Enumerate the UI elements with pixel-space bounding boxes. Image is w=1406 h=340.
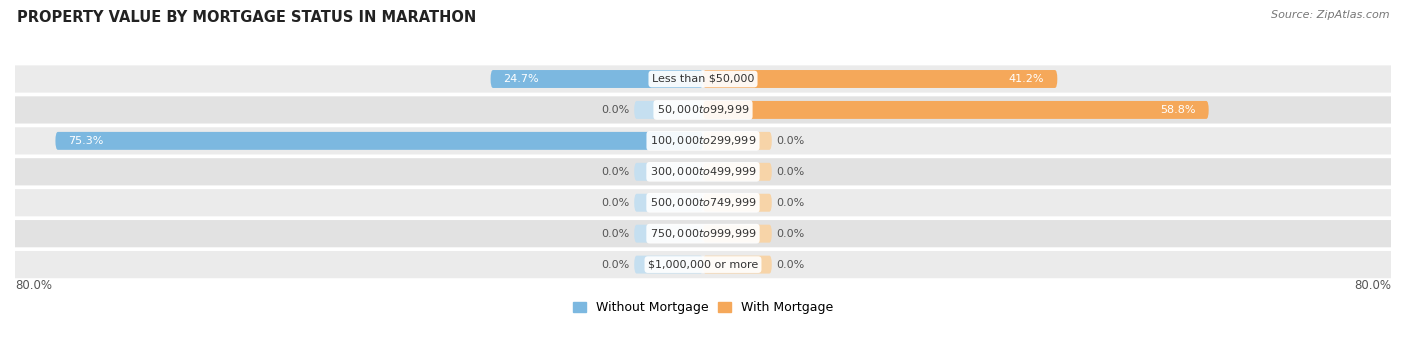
FancyBboxPatch shape [634,101,703,119]
FancyBboxPatch shape [703,101,1209,119]
FancyBboxPatch shape [11,158,1395,185]
FancyBboxPatch shape [703,132,772,150]
Text: 0.0%: 0.0% [602,198,630,208]
FancyBboxPatch shape [11,220,1395,247]
FancyBboxPatch shape [55,132,703,150]
Text: 80.0%: 80.0% [15,279,52,292]
FancyBboxPatch shape [703,70,1057,88]
FancyBboxPatch shape [634,256,703,274]
Text: 0.0%: 0.0% [776,167,804,177]
Text: 75.3%: 75.3% [69,136,104,146]
Text: Source: ZipAtlas.com: Source: ZipAtlas.com [1271,10,1389,20]
FancyBboxPatch shape [703,163,772,181]
FancyBboxPatch shape [703,256,772,274]
FancyBboxPatch shape [634,194,703,212]
FancyBboxPatch shape [11,251,1395,278]
FancyBboxPatch shape [703,194,772,212]
Text: 0.0%: 0.0% [602,229,630,239]
Text: Less than $50,000: Less than $50,000 [652,74,754,84]
FancyBboxPatch shape [11,96,1395,123]
Text: 0.0%: 0.0% [602,260,630,270]
Text: PROPERTY VALUE BY MORTGAGE STATUS IN MARATHON: PROPERTY VALUE BY MORTGAGE STATUS IN MAR… [17,10,477,25]
Text: 80.0%: 80.0% [1354,279,1391,292]
FancyBboxPatch shape [11,65,1395,92]
Text: 0.0%: 0.0% [776,260,804,270]
Text: 41.2%: 41.2% [1010,74,1045,84]
Text: $300,000 to $499,999: $300,000 to $499,999 [650,165,756,178]
Text: 0.0%: 0.0% [602,167,630,177]
Text: $50,000 to $99,999: $50,000 to $99,999 [657,103,749,116]
Text: 0.0%: 0.0% [602,105,630,115]
FancyBboxPatch shape [491,70,703,88]
Text: $750,000 to $999,999: $750,000 to $999,999 [650,227,756,240]
Text: 0.0%: 0.0% [776,229,804,239]
FancyBboxPatch shape [11,127,1395,154]
FancyBboxPatch shape [634,225,703,243]
Legend: Without Mortgage, With Mortgage: Without Mortgage, With Mortgage [574,301,832,314]
FancyBboxPatch shape [703,225,772,243]
Text: 58.8%: 58.8% [1160,105,1195,115]
Text: $1,000,000 or more: $1,000,000 or more [648,260,758,270]
FancyBboxPatch shape [11,189,1395,216]
Text: 0.0%: 0.0% [776,198,804,208]
Text: $500,000 to $749,999: $500,000 to $749,999 [650,196,756,209]
Text: 24.7%: 24.7% [503,74,538,84]
Text: 0.0%: 0.0% [776,136,804,146]
FancyBboxPatch shape [634,163,703,181]
Text: $100,000 to $299,999: $100,000 to $299,999 [650,134,756,147]
